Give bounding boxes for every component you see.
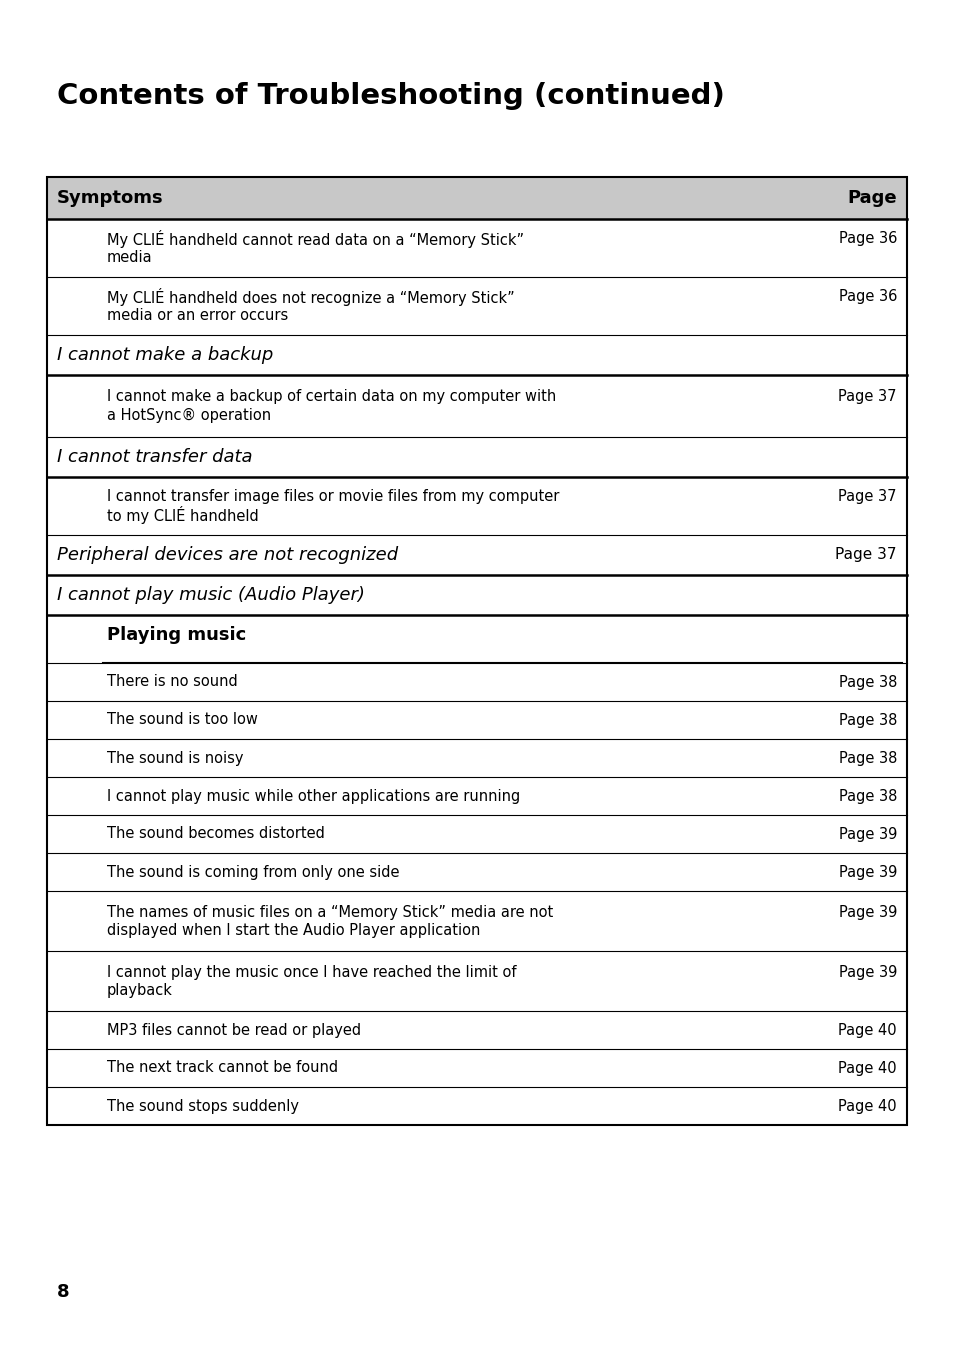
Text: Page 38: Page 38 — [838, 713, 896, 727]
Bar — [47, 1049, 906, 1087]
Bar — [47, 535, 906, 575]
Text: Page 37: Page 37 — [838, 489, 896, 504]
Bar — [47, 477, 906, 535]
Text: The names of music files on a “Memory Stick” media are not: The names of music files on a “Memory St… — [107, 904, 553, 919]
Text: I cannot play music while other applications are running: I cannot play music while other applicat… — [107, 788, 519, 803]
Bar — [47, 662, 906, 700]
Text: I cannot play music (Audio Player): I cannot play music (Audio Player) — [57, 585, 364, 604]
Text: The next track cannot be found: The next track cannot be found — [107, 1060, 337, 1075]
Text: I cannot play the music once I have reached the limit of: I cannot play the music once I have reac… — [107, 964, 516, 979]
Text: displayed when I start the Audio Player application: displayed when I start the Audio Player … — [107, 922, 480, 937]
Text: Page 36: Page 36 — [838, 231, 896, 246]
Text: Page 37: Page 37 — [835, 548, 896, 562]
Text: The sound stops suddenly: The sound stops suddenly — [107, 1098, 298, 1114]
Bar — [47, 277, 906, 335]
Bar — [47, 1011, 906, 1049]
Text: The sound is noisy: The sound is noisy — [107, 750, 243, 765]
Text: I cannot transfer data: I cannot transfer data — [57, 448, 253, 466]
Text: Page 39: Page 39 — [838, 964, 896, 979]
Bar — [47, 1087, 906, 1125]
Bar — [47, 950, 906, 1011]
Bar — [47, 375, 906, 437]
Text: Page 37: Page 37 — [838, 389, 896, 404]
Text: Page 39: Page 39 — [838, 864, 896, 880]
Bar — [47, 575, 906, 615]
Text: The sound becomes distorted: The sound becomes distorted — [107, 826, 325, 841]
Text: Page 39: Page 39 — [838, 826, 896, 841]
Bar — [47, 177, 906, 1125]
Text: MP3 files cannot be read or played: MP3 files cannot be read or played — [107, 1022, 361, 1037]
Bar — [47, 853, 906, 891]
Text: I cannot transfer image files or movie files from my computer: I cannot transfer image files or movie f… — [107, 489, 558, 504]
Text: My CLIÉ handheld cannot read data on a “Memory Stick”: My CLIÉ handheld cannot read data on a “… — [107, 230, 523, 247]
Text: Page 38: Page 38 — [838, 788, 896, 803]
Text: Page 40: Page 40 — [838, 1060, 896, 1075]
Text: media: media — [107, 250, 152, 265]
Text: The sound is coming from only one side: The sound is coming from only one side — [107, 864, 399, 880]
Text: Page: Page — [846, 189, 896, 207]
Text: Contents of Troubleshooting (continued): Contents of Troubleshooting (continued) — [57, 82, 724, 110]
Text: media or an error occurs: media or an error occurs — [107, 307, 288, 323]
Bar — [47, 815, 906, 853]
Text: to my CLIÉ handheld: to my CLIÉ handheld — [107, 506, 258, 525]
Bar — [47, 891, 906, 950]
Bar — [47, 177, 906, 219]
Text: Page 39: Page 39 — [838, 904, 896, 919]
Bar — [47, 219, 906, 277]
Text: I cannot make a backup: I cannot make a backup — [57, 346, 273, 364]
Bar — [47, 740, 906, 777]
Bar — [47, 777, 906, 815]
Text: The sound is too low: The sound is too low — [107, 713, 257, 727]
Text: playback: playback — [107, 983, 172, 998]
Text: 8: 8 — [57, 1283, 70, 1301]
Text: Page 38: Page 38 — [838, 675, 896, 690]
Text: a HotSync® operation: a HotSync® operation — [107, 407, 271, 423]
Text: Page 40: Page 40 — [838, 1022, 896, 1037]
Text: My CLIÉ handheld does not recognize a “Memory Stick”: My CLIÉ handheld does not recognize a “M… — [107, 288, 515, 306]
Text: Page 38: Page 38 — [838, 750, 896, 765]
Bar — [47, 700, 906, 740]
Text: Page 40: Page 40 — [838, 1098, 896, 1114]
Text: Symptoms: Symptoms — [57, 189, 164, 207]
Text: Playing music: Playing music — [107, 626, 246, 644]
Bar — [47, 335, 906, 375]
Text: Page 36: Page 36 — [838, 289, 896, 304]
Text: Peripheral devices are not recognized: Peripheral devices are not recognized — [57, 546, 397, 564]
Bar — [47, 615, 906, 662]
Text: I cannot make a backup of certain data on my computer with: I cannot make a backup of certain data o… — [107, 389, 556, 404]
Text: There is no sound: There is no sound — [107, 675, 237, 690]
Bar — [47, 437, 906, 477]
